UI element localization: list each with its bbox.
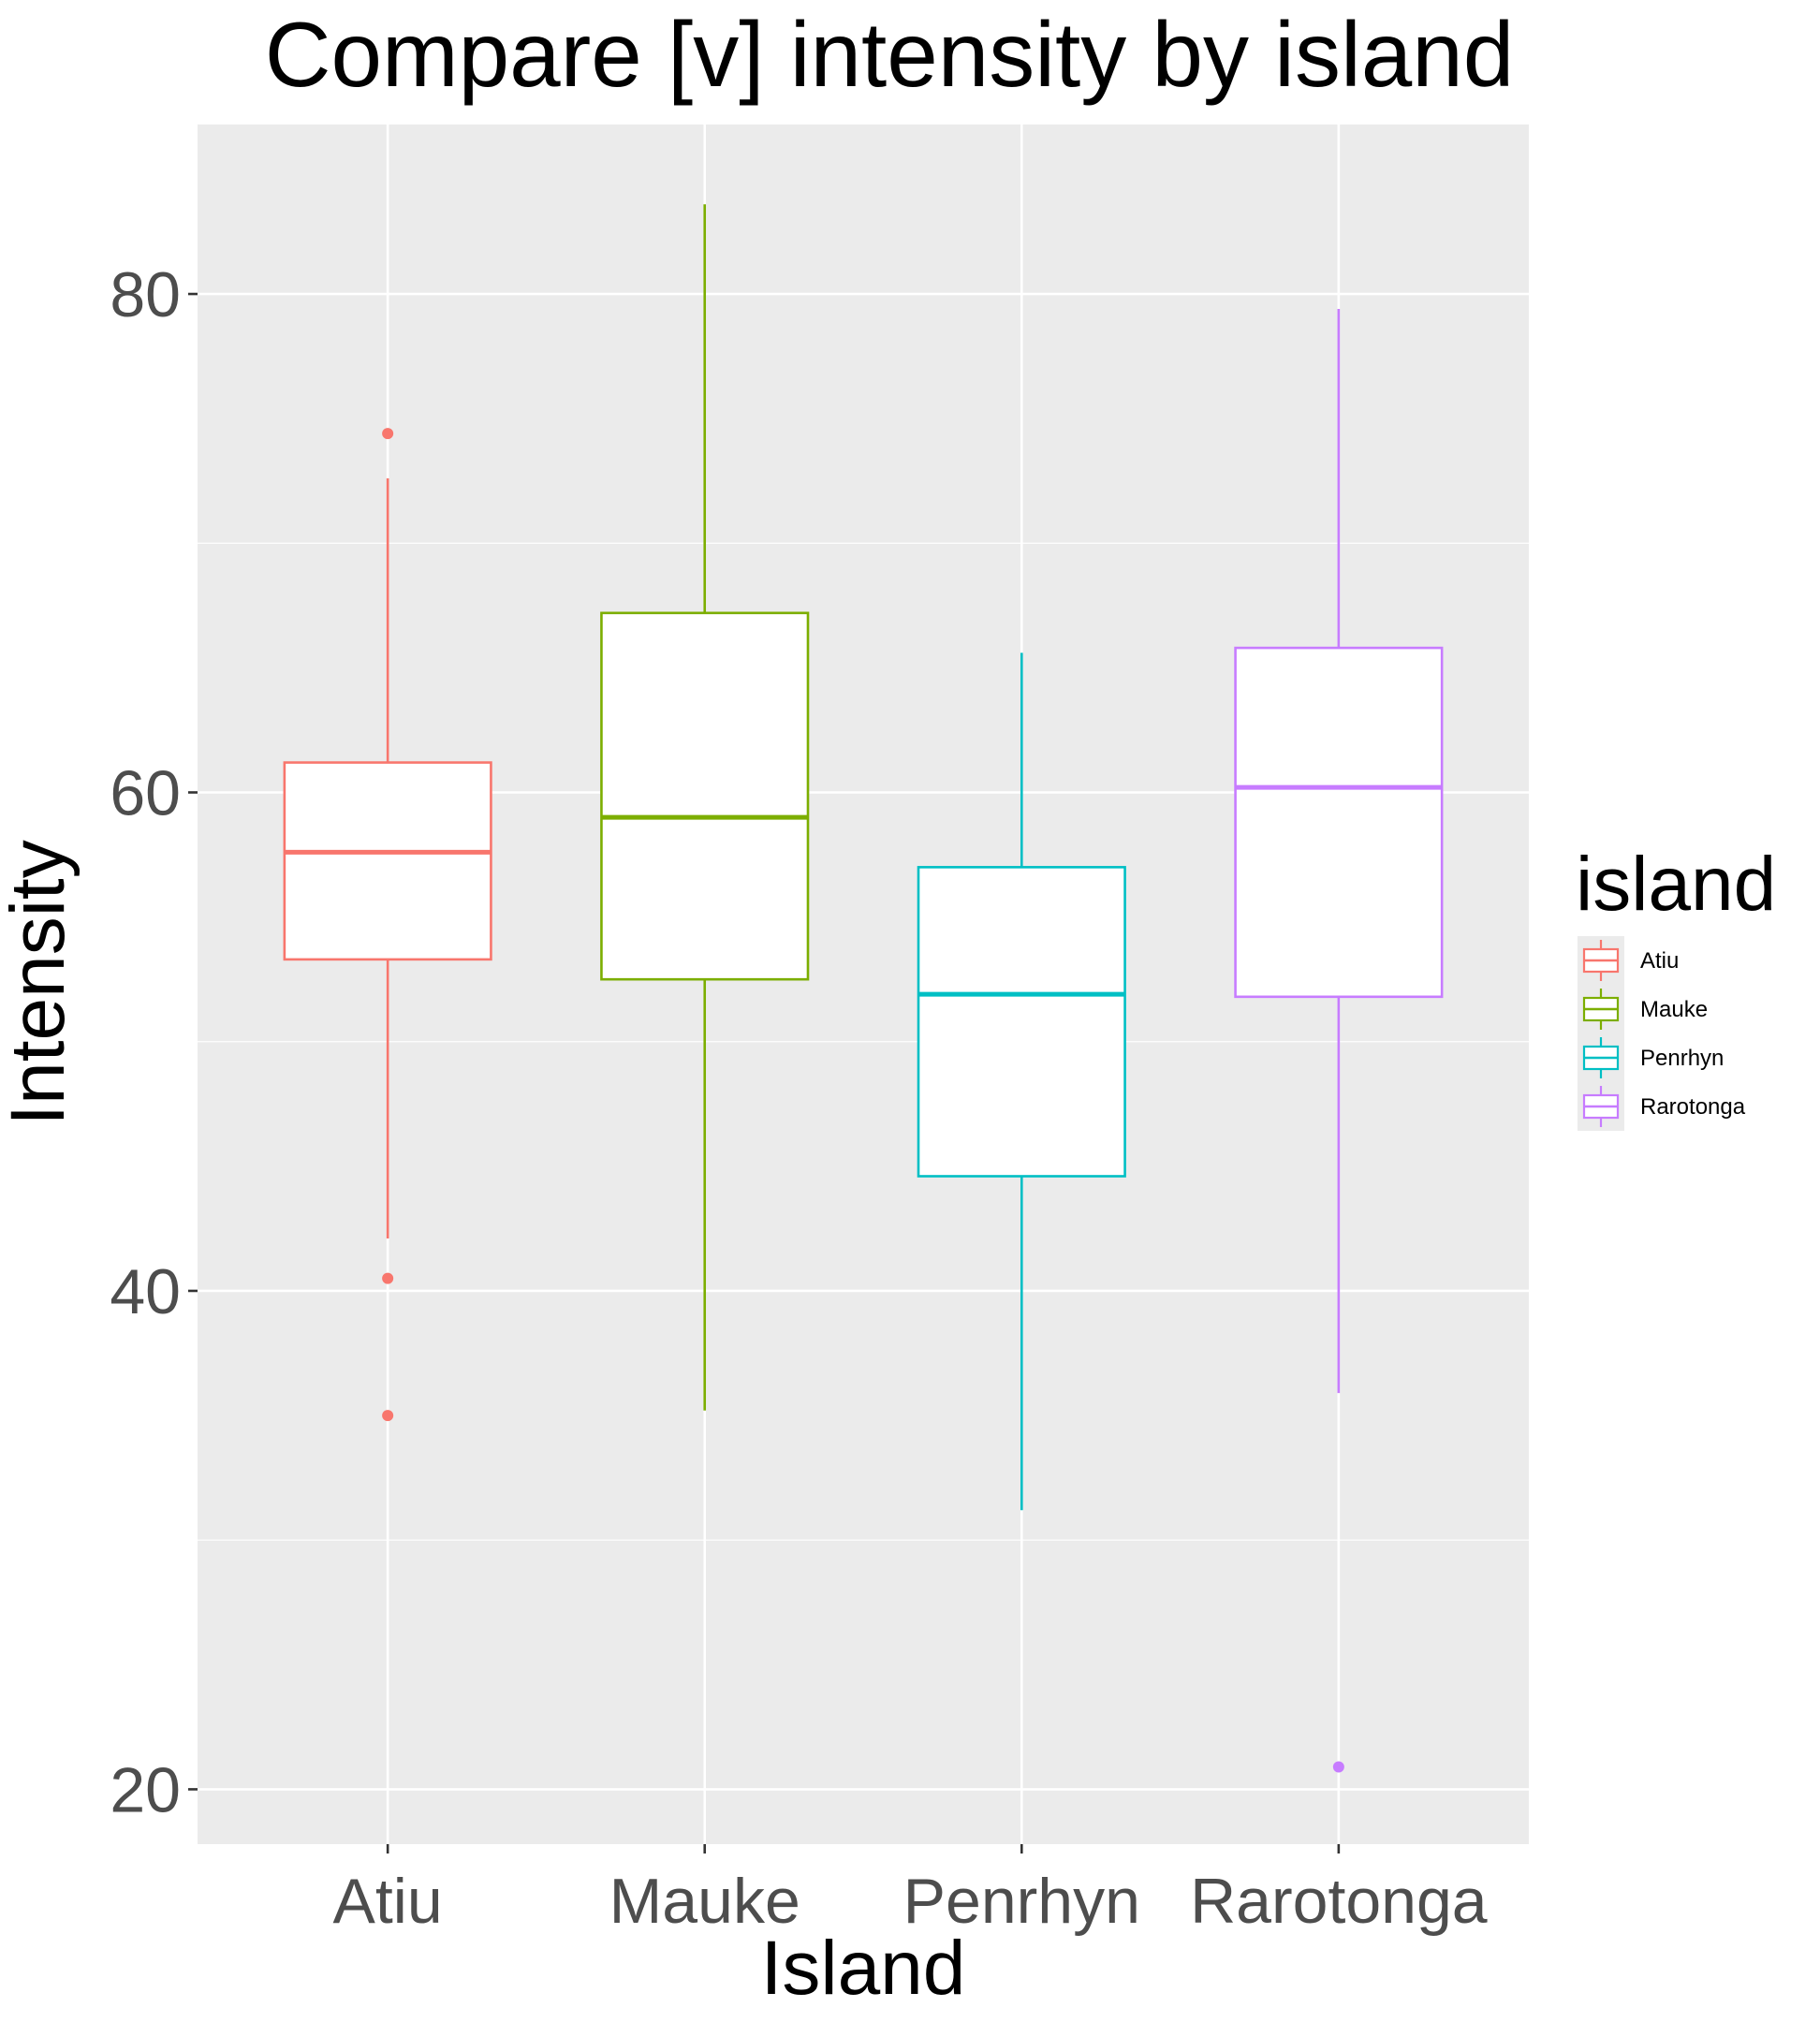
- x-tick-label: Rarotonga: [1190, 1866, 1488, 1937]
- legend: island Atiu Mauke Penrhyn Rarotonga: [1576, 842, 1776, 1131]
- legend-entry-atiu: Atiu: [1582, 940, 1679, 981]
- outlier-point: [382, 1410, 394, 1422]
- chart-title: Compare [v] intensity by island: [265, 3, 1514, 106]
- legend-entry-rarotonga: Rarotonga: [1582, 1086, 1746, 1127]
- box-rarotonga: [1234, 309, 1444, 1773]
- legend-entry-mauke: Mauke: [1582, 989, 1708, 1030]
- iqr-box: [1234, 646, 1444, 999]
- y-tick-label: 60: [110, 758, 181, 829]
- iqr-box: [600, 611, 810, 981]
- legend-label: Mauke: [1640, 997, 1708, 1022]
- x-tick-label: Atiu: [333, 1866, 443, 1937]
- x-tick-label: Penrhyn: [903, 1866, 1140, 1937]
- legend-label: Atiu: [1640, 948, 1679, 974]
- y-axis-title: Intensity: [0, 840, 81, 1125]
- outlier-point: [1332, 1761, 1344, 1773]
- x-tick-label: Mauke: [609, 1866, 800, 1937]
- x-axis: Atiu Mauke Penrhyn Rarotonga: [333, 1844, 1488, 1937]
- legend-title: island: [1576, 842, 1776, 927]
- x-axis-title: Island: [761, 1926, 966, 2011]
- legend-entry-penrhyn: Penrhyn: [1582, 1037, 1724, 1078]
- iqr-box: [917, 866, 1126, 1178]
- outlier-point: [382, 1272, 394, 1284]
- legend-label: Rarotonga: [1640, 1094, 1746, 1120]
- box-mauke: [600, 204, 810, 1411]
- y-axis: 20 40 60 80: [110, 259, 198, 1825]
- outlier-point: [382, 428, 394, 440]
- box-penrhyn: [917, 652, 1126, 1511]
- grid-minor-lines: [198, 542, 1529, 1541]
- box-atiu: [283, 428, 492, 1422]
- y-tick-label: 20: [110, 1754, 181, 1825]
- iqr-box: [283, 761, 492, 961]
- legend-label: Penrhyn: [1640, 1046, 1724, 1071]
- boxes-layer: [283, 204, 1444, 1773]
- y-tick-label: 40: [110, 1256, 181, 1327]
- y-tick-label: 80: [110, 259, 181, 330]
